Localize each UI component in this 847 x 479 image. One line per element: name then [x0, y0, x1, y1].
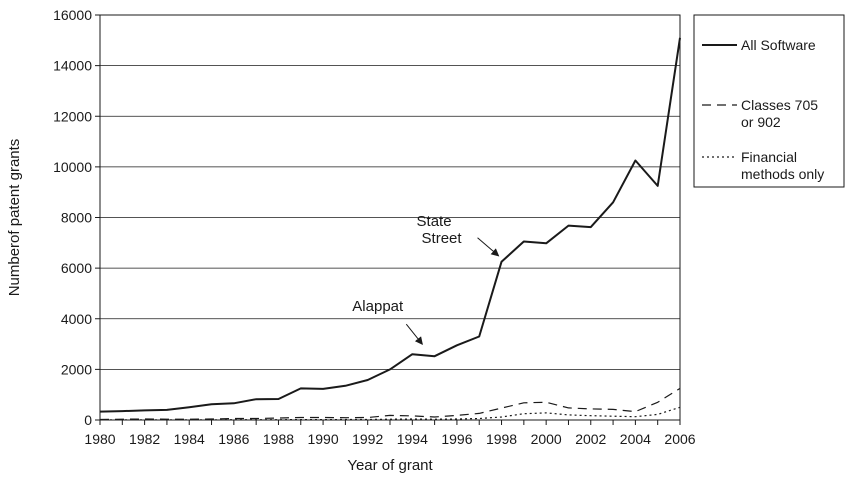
- annotation-alappat-arrow: [405, 323, 423, 345]
- series-line-classes-705-or-902: [99, 387, 681, 421]
- x-tick-label: 1996: [441, 431, 472, 447]
- annotation-alappat: Alappat: [352, 298, 404, 315]
- x-tick-label: 1990: [307, 431, 338, 447]
- y-tick-label: 16000: [53, 7, 92, 23]
- x-axis-ticks: 1980 1982 1984 1986 1988 1990 1992 1994 1996 1998…: [84, 420, 696, 447]
- annotation-state-street-line: Street: [422, 230, 463, 247]
- y-tick-label: 14000: [53, 58, 92, 74]
- y-tick-label: 0: [84, 412, 92, 428]
- y-tick-label: 8000: [61, 210, 92, 226]
- legend: All Software Classes 705 or 902 Financial me…: [693, 14, 845, 188]
- annotation-state-street-arrow: [477, 237, 500, 257]
- series-line-financial-methods-only: [100, 406, 681, 421]
- x-tick-label: 2000: [531, 431, 562, 447]
- legend-label: Financial methods only: [741, 149, 824, 182]
- x-tick-label: 1980: [84, 431, 115, 447]
- x-tick-label: 2004: [620, 431, 651, 447]
- x-tick-label: 2006: [664, 431, 695, 447]
- y-axis-title: Numberof patent grants: [6, 139, 23, 297]
- legend-label-line: Classes 705: [741, 97, 818, 113]
- legend-label: All Software: [741, 37, 816, 53]
- x-tick-label: 1994: [397, 431, 428, 447]
- annotation-state-street-line: State: [417, 213, 452, 230]
- x-tick-label: 2002: [575, 431, 606, 447]
- y-tick-label: 10000: [53, 159, 92, 175]
- x-tick-label: 1982: [129, 431, 160, 447]
- legend-label: Classes 705 or 902: [741, 97, 818, 130]
- x-tick-label: 1998: [486, 431, 517, 447]
- x-tick-label: 1988: [263, 431, 294, 447]
- y-axis-ticks: 0 2000 4000 6000 8000 10000 12000 14000 16000: [53, 7, 100, 428]
- legend-label-line: All Software: [741, 37, 816, 53]
- legend-label-line: methods only: [741, 166, 824, 182]
- x-tick-label: 1984: [174, 431, 205, 447]
- y-tick-label: 4000: [61, 311, 92, 327]
- y-tick-label: 12000: [53, 108, 92, 124]
- x-tick-label: 1992: [352, 431, 383, 447]
- series-lines: [99, 37, 681, 421]
- x-axis-title: Year of grant: [347, 457, 433, 474]
- legend-box: [693, 14, 845, 188]
- y-tick-label: 2000: [61, 361, 92, 377]
- gridlines: [100, 14, 680, 421]
- legend-label-line: or 902: [741, 114, 781, 130]
- annotations: Alappat State Street: [352, 213, 500, 345]
- series-line-all-software: [99, 37, 681, 413]
- y-tick-label: 6000: [61, 260, 92, 276]
- x-tick-label: 1986: [218, 431, 249, 447]
- annotation-state-street: State Street: [417, 213, 463, 247]
- legend-label-line: Financial: [741, 149, 797, 165]
